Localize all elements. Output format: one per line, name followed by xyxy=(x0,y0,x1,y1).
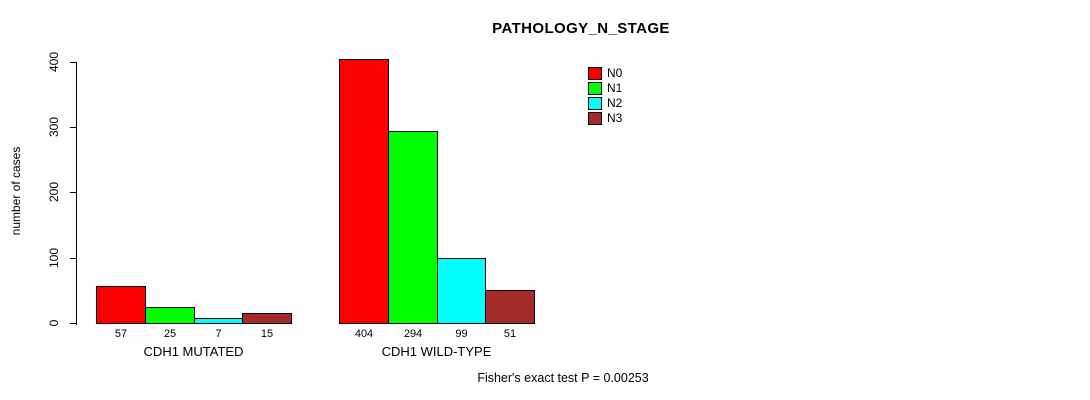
y-tick-label: 300 xyxy=(47,116,61,138)
legend-swatch xyxy=(588,111,602,125)
y-tick-label: 400 xyxy=(47,51,61,73)
legend: N0 N1 N2 N3 xyxy=(588,66,622,125)
legend-entry: N3 xyxy=(588,111,622,125)
y-tick xyxy=(70,258,77,259)
chart-title: PATHOLOGY_N_STAGE xyxy=(492,20,670,37)
bar xyxy=(194,318,243,324)
category-label: CDH1 WILD-TYPE xyxy=(381,344,492,359)
bar xyxy=(242,313,292,324)
legend-label: N1 xyxy=(607,81,623,95)
y-tick-label: 200 xyxy=(47,181,61,203)
y-tick-label: 100 xyxy=(47,247,61,269)
legend-label: N0 xyxy=(607,66,623,80)
bar-value-label: 294 xyxy=(403,328,423,340)
bar-value-label: 57 xyxy=(114,328,128,340)
y-axis-label: number of cases xyxy=(9,146,23,236)
legend-swatch xyxy=(588,66,602,80)
y-tick xyxy=(70,323,77,324)
legend-entry: N2 xyxy=(588,96,622,110)
bar-value-label: 7 xyxy=(215,328,222,340)
fisher-test-annotation: Fisher's exact test P = 0.00253 xyxy=(477,371,649,385)
bar xyxy=(145,307,195,324)
y-tick-label: 0 xyxy=(47,319,61,327)
bar-value-label: 51 xyxy=(503,328,517,340)
legend-entry: N0 xyxy=(588,66,622,80)
y-tick xyxy=(70,62,77,63)
bar-value-label: 404 xyxy=(354,328,374,340)
bar-value-label: 25 xyxy=(163,328,177,340)
bar xyxy=(339,59,389,324)
bar xyxy=(485,290,535,324)
y-axis-line xyxy=(76,62,77,325)
bar-value-label: 15 xyxy=(260,328,274,340)
legend-label: N2 xyxy=(607,96,623,110)
bar xyxy=(388,131,438,324)
legend-entry: N1 xyxy=(588,81,622,95)
category-label: CDH1 MUTATED xyxy=(143,344,244,359)
bar-value-label: 99 xyxy=(455,328,468,340)
y-tick xyxy=(70,192,77,193)
legend-swatch xyxy=(588,96,602,110)
bar xyxy=(437,258,486,324)
bar xyxy=(96,286,146,324)
legend-swatch xyxy=(588,81,602,95)
legend-label: N3 xyxy=(607,111,623,125)
y-tick xyxy=(70,127,77,128)
